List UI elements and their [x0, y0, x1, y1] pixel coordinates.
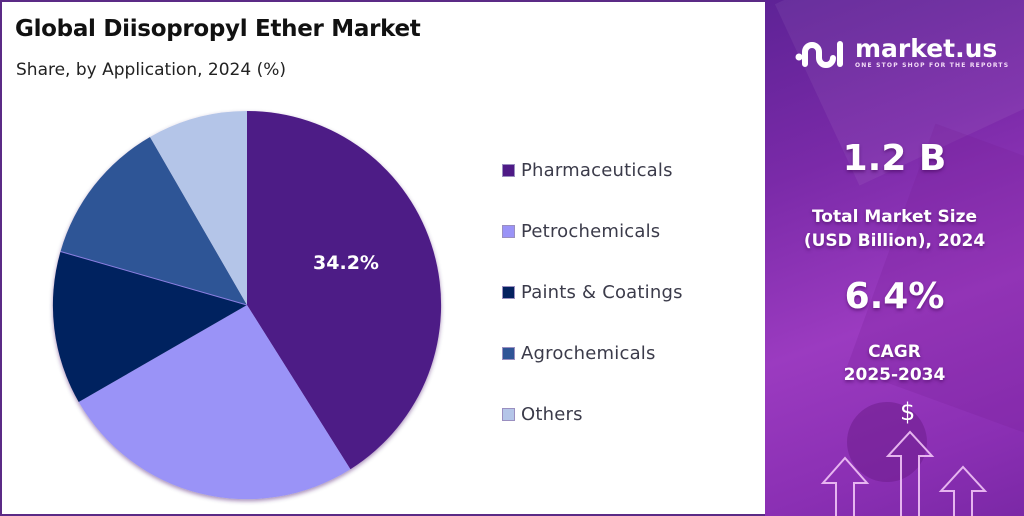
legend-swatch: [502, 164, 515, 177]
slice-others[interactable]: [150, 111, 247, 305]
brand-name: market.us: [855, 34, 998, 63]
legend: Pharmaceuticals Petrochemicals Paints & …: [502, 140, 683, 445]
legend-item-agrochemicals[interactable]: Agrochemicals: [502, 323, 683, 384]
cagr-value: 6.4%: [844, 276, 945, 317]
legend-item-pharmaceuticals[interactable]: Pharmaceuticals: [502, 140, 683, 201]
market-us-logo-icon: [795, 41, 843, 68]
dollar-icon: $: [900, 398, 916, 426]
slice-paints-coatings[interactable]: [52, 251, 247, 403]
chart-title: Global Diisopropyl Ether Market: [15, 16, 421, 42]
slice-petrochemicals[interactable]: [78, 305, 351, 500]
chart-subtitle: Share, by Application, 2024 (%): [16, 60, 286, 80]
slice-pharmaceuticals[interactable]: [247, 110, 442, 470]
pharmaceuticals-share-label: 34.2%: [313, 252, 379, 274]
pie-chart: 34.2%: [52, 110, 442, 500]
legend-label: Paints & Coatings: [521, 282, 683, 303]
cagr-label: CAGR: [868, 342, 921, 362]
legend-swatch: [502, 347, 515, 360]
legend-swatch: [502, 408, 515, 421]
legend-label: Others: [521, 404, 583, 425]
legend-item-petrochemicals[interactable]: Petrochemicals: [502, 201, 683, 262]
market-size-label-line1: Total Market Size: [811, 207, 978, 227]
legend-item-paints-coatings[interactable]: Paints & Coatings: [502, 262, 683, 323]
legend-swatch: [502, 286, 515, 299]
brand-logo[interactable]: market.us ONE STOP SHOP FOR THE REPORTS: [795, 36, 1009, 70]
brand-tagline: ONE STOP SHOP FOR THE REPORTS: [855, 62, 1010, 69]
legend-swatch: [502, 225, 515, 238]
legend-item-others[interactable]: Others: [502, 384, 683, 445]
background-coin-shape: [847, 402, 927, 482]
legend-label: Pharmaceuticals: [521, 160, 673, 181]
market-size-label-line2: (USD Billion), 2024: [803, 231, 986, 251]
legend-label: Petrochemicals: [521, 221, 661, 242]
cagr-period: 2025-2034: [843, 365, 946, 385]
slice-agrochemicals[interactable]: [60, 137, 248, 305]
growth-arrows-icon: [820, 430, 988, 516]
market-size-value: 1.2 B: [842, 138, 947, 179]
summary-panel: market.us ONE STOP SHOP FOR THE REPORTS …: [765, 0, 1024, 516]
legend-label: Agrochemicals: [521, 343, 656, 364]
